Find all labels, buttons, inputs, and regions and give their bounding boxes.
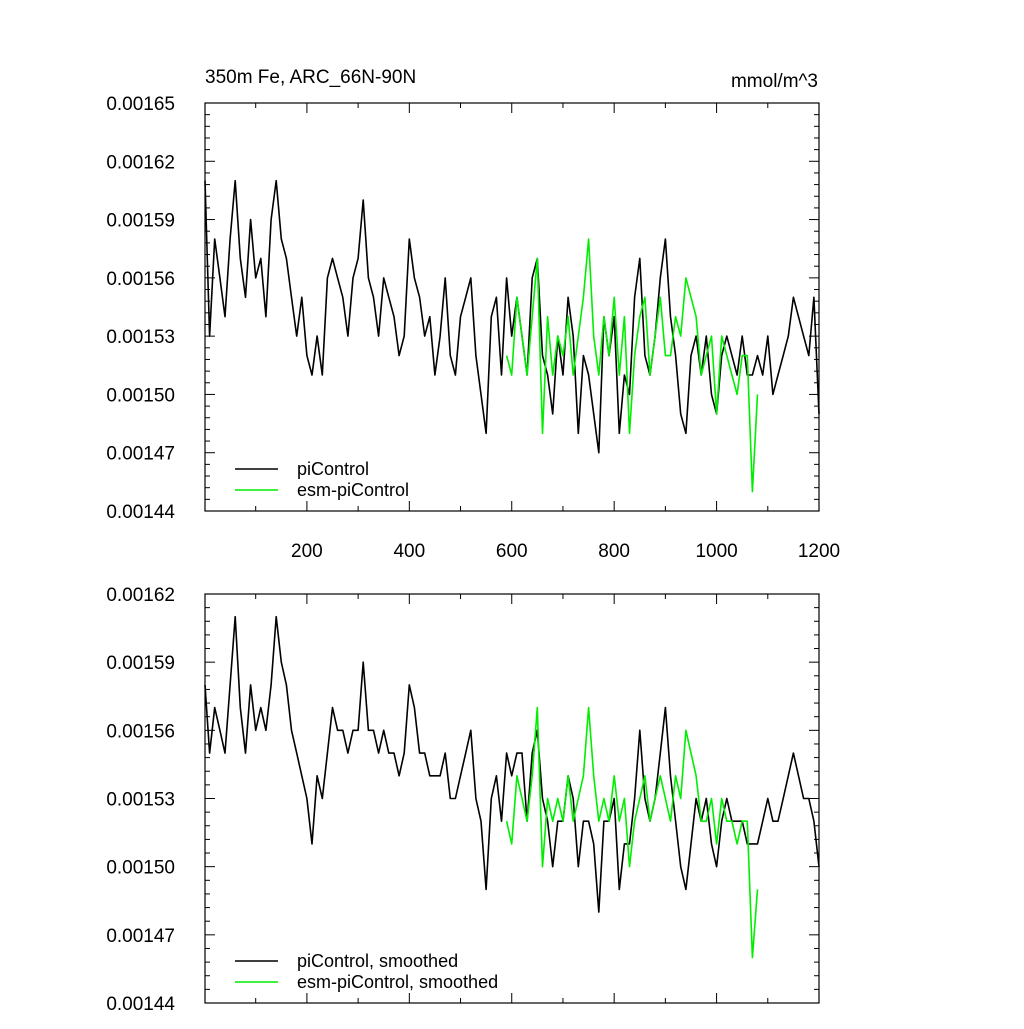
bottom-legend: piControl, smoothed esm-piControl, smoot…: [235, 951, 498, 992]
x-tick-label: 800: [598, 541, 630, 562]
x-tick-label: 400: [393, 541, 425, 562]
legend-label-esm-picontrol: esm-piControl: [297, 480, 409, 500]
top-panel: 350m Fe, ARC_66N-90N mmol/m^3 200 400 600 8…: [106, 67, 840, 562]
bottom-plot-area: 0.00144 0.00147 0.00150 0.00153 0.00156 0.001…: [106, 585, 820, 1015]
y-tick-label: 0.00144: [106, 994, 175, 1015]
legend-label-picontrol-smoothed: piControl, smoothed: [297, 951, 458, 971]
x-tick-label: 600: [496, 541, 528, 562]
y-tick-label: 0.00153: [106, 327, 175, 348]
y-tick-label: 0.00159: [106, 211, 175, 232]
y-tick-label: 0.00156: [106, 269, 175, 290]
x-tick-label: 1000: [695, 541, 737, 562]
y-tick-label: 0.00159: [106, 653, 175, 674]
y-tick-label: 0.00150: [106, 858, 175, 879]
series-line-esm-picontrol-smoothed: [505, 706, 759, 959]
bottom-panel: 0.00144 0.00147 0.00150 0.00153 0.00156 0.001…: [106, 585, 820, 1015]
y-tick-label: 0.00153: [106, 790, 175, 811]
y-tick-label: 0.00147: [106, 926, 175, 947]
series-line-picontrol-smoothed: [204, 615, 820, 913]
y-tick-label: 0.00162: [106, 152, 175, 173]
x-tick-label: 1200: [798, 541, 840, 562]
y-tick-label: 0.00162: [106, 585, 175, 606]
x-tick-label: 200: [291, 541, 323, 562]
legend-label-picontrol: piControl: [297, 459, 369, 479]
y-tick-label: 0.00147: [106, 444, 175, 465]
top-legend: piControl esm-piControl: [235, 459, 409, 500]
chart-title: 350m Fe, ARC_66N-90N: [205, 67, 416, 88]
y-tick-label: 0.00144: [106, 502, 175, 523]
y-tick-label: 0.00150: [106, 385, 175, 406]
legend-label-esm-picontrol-smoothed: esm-piControl, smoothed: [297, 972, 498, 992]
units-label: mmol/m^3: [731, 71, 818, 92]
y-tick-label: 0.00156: [106, 721, 175, 742]
top-plot-area: 200 400 600 800 1000 1200 0.00144 0.00147 0.0015…: [106, 94, 840, 562]
y-tick-label: 0.00165: [106, 94, 175, 115]
series-line-esm-picontrol: [505, 238, 759, 493]
